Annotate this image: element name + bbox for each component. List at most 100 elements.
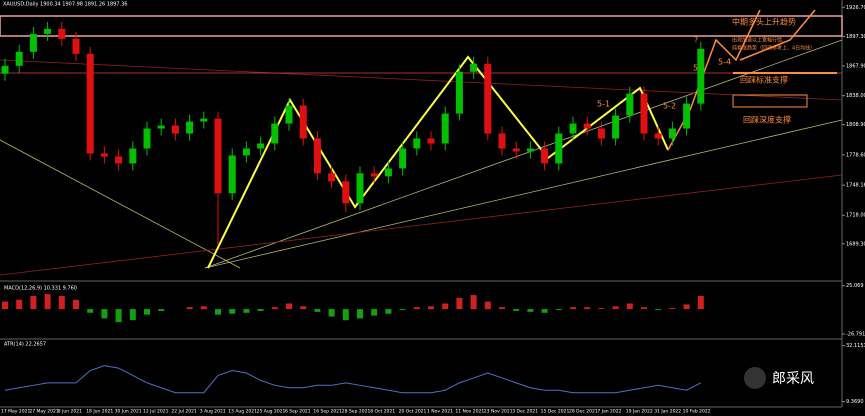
- macd-bar: [186, 307, 193, 310]
- candle-body: [441, 113, 449, 144]
- candle-body: [157, 125, 165, 129]
- y-tick-label: 1867.90: [846, 63, 865, 69]
- x-tick-label: 3 Dec 2021: [512, 409, 538, 415]
- trend-line: [0, 139, 241, 269]
- panel-title: MACD(12,26,9) 10.331 9.760: [4, 286, 77, 292]
- candle-body: [171, 125, 179, 134]
- x-tick-label: 16 Sep 2021: [313, 409, 342, 415]
- candle-body: [654, 133, 662, 139]
- macd-bar: [655, 309, 662, 310]
- x-tick-label: 31 Jan 2022: [654, 409, 681, 415]
- x-tick-label: 18 Jun 2021: [86, 409, 113, 415]
- candle-body: [44, 28, 52, 34]
- candle-body: [86, 53, 94, 154]
- candle-body: [683, 103, 691, 129]
- candle-body: [455, 71, 463, 114]
- candle-body: [498, 133, 506, 149]
- y-tick-label: 32.1151: [846, 343, 865, 349]
- macd-bar: [612, 306, 619, 310]
- x-tick-label: 11 Nov 2021: [455, 409, 484, 415]
- x-tick-label: 15 Dec 2021: [541, 409, 570, 415]
- candle-body: [313, 138, 321, 174]
- candle-body: [626, 93, 634, 116]
- x-tick-label: 6 Sep 2021: [285, 409, 311, 415]
- x-tick-label: 1 Nov 2021: [427, 409, 453, 415]
- candle-body: [257, 143, 265, 149]
- candle-body: [541, 148, 549, 164]
- macd-bar: [357, 309, 363, 319]
- annotation: 5: [693, 64, 698, 73]
- x-tick-label: 28 Dec 2021: [569, 409, 598, 415]
- candle-body: [526, 148, 534, 152]
- candle-body: [15, 51, 23, 66]
- y-tick-label: 9.3690: [846, 399, 864, 405]
- x-tick-label: 8 Oct 2021: [370, 409, 395, 415]
- candle-body: [569, 123, 577, 134]
- macd-bar: [115, 309, 122, 323]
- x-tick-label: 23 Nov 2021: [484, 409, 513, 415]
- macd-bar: [314, 309, 321, 312]
- candle-body: [612, 115, 620, 139]
- y-tick-label: 1926.70: [846, 5, 865, 11]
- annotation: 5-2: [663, 102, 676, 111]
- macd-bar: [158, 309, 165, 311]
- support-box: [732, 94, 808, 108]
- macd-bar: [413, 307, 420, 310]
- candle-body: [668, 128, 676, 139]
- macd-bar: [484, 301, 491, 310]
- macd-bar: [2, 301, 8, 310]
- candle-body: [342, 181, 350, 204]
- candle-body: [115, 156, 123, 164]
- candle-body: [72, 38, 80, 54]
- annotation: 5-4: [718, 58, 731, 67]
- trend-line: [204, 39, 843, 269]
- candle-body: [186, 121, 194, 134]
- candle-body: [214, 118, 222, 194]
- candle-body: [512, 148, 520, 152]
- macd-bar: [626, 303, 633, 310]
- y-tick-label: 1718.00: [846, 213, 865, 219]
- x-tick-label: 8 Jun 2021: [58, 409, 82, 415]
- panel-title: ATR(14) 22.2657: [4, 342, 46, 348]
- macd-bar: [385, 309, 392, 314]
- macd-bar: [584, 307, 591, 310]
- trend-line: [0, 174, 843, 276]
- header: XAUUSD,Daily 1900.34 1907.98 1891.26 189…: [3, 2, 128, 8]
- macd-bar: [144, 309, 150, 315]
- forecast-line: [667, 9, 761, 151]
- candle-body: [413, 138, 421, 149]
- macd-bar: [87, 309, 94, 313]
- candle-body: [242, 148, 250, 156]
- macd-bar: [16, 299, 23, 310]
- annotation: 回踩深度支撑: [743, 115, 791, 125]
- macd-bar: [229, 309, 236, 314]
- resistance-box: [0, 15, 843, 37]
- candle-body: [370, 173, 378, 177]
- candle-body: [356, 173, 364, 204]
- x-tick-label: 19 Jan 2022: [626, 409, 653, 415]
- candle-body: [299, 105, 307, 139]
- candle-body: [285, 105, 293, 124]
- macd-bar: [513, 309, 520, 311]
- forecast-line: [739, 9, 816, 61]
- macd-bar: [669, 308, 676, 310]
- watermark-icon: [744, 367, 766, 389]
- candle-body: [129, 148, 137, 164]
- candle-body: [100, 153, 108, 157]
- macd-bar: [286, 303, 292, 310]
- macd-bar: [300, 306, 307, 310]
- candle-body: [484, 63, 492, 134]
- y-tick-label: -26.791: [846, 332, 865, 338]
- macd-bar: [456, 297, 463, 310]
- candle-body: [271, 123, 279, 144]
- macd-bar: [371, 309, 378, 316]
- macd-bar: [697, 296, 704, 310]
- candle-body: [597, 128, 605, 139]
- macd-bar: [129, 309, 136, 321]
- macd-bar: [30, 296, 37, 310]
- macd-bar: [58, 296, 65, 310]
- annotation: 纯看涨趋势（回调参考上、4日均线）: [732, 45, 815, 52]
- candle-body: [470, 63, 478, 72]
- candle-body: [1, 65, 9, 74]
